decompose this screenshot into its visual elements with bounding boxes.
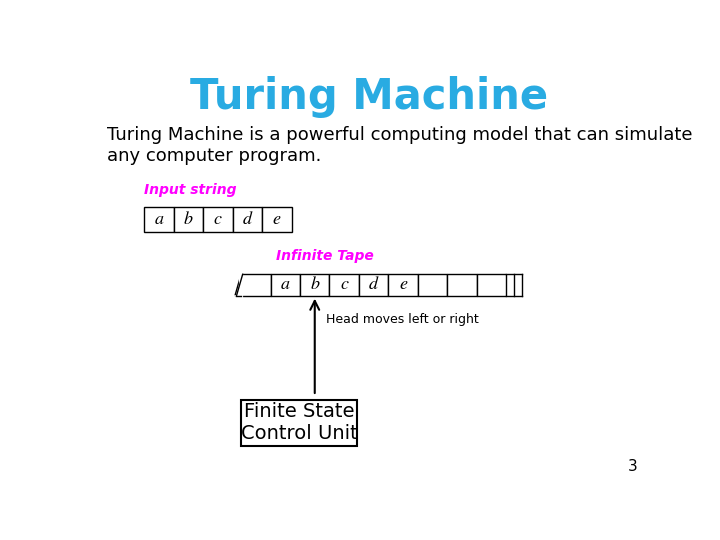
Text: Input string: Input string bbox=[144, 183, 237, 197]
Bar bbox=[271, 274, 300, 296]
Bar bbox=[359, 274, 388, 296]
Text: b: b bbox=[184, 211, 193, 228]
Text: e: e bbox=[399, 276, 407, 293]
Bar bbox=[418, 274, 447, 296]
Text: d: d bbox=[369, 276, 378, 293]
Bar bbox=[447, 274, 477, 296]
Text: Infinite Tape: Infinite Tape bbox=[276, 249, 374, 264]
Text: e: e bbox=[273, 211, 281, 228]
Bar bbox=[300, 274, 330, 296]
Text: Head moves left or right: Head moves left or right bbox=[326, 313, 479, 326]
Bar bbox=[203, 207, 233, 232]
Text: c: c bbox=[341, 276, 348, 293]
Text: c: c bbox=[214, 211, 222, 228]
Bar bbox=[241, 274, 271, 296]
Text: b: b bbox=[310, 276, 319, 293]
Bar bbox=[174, 207, 203, 232]
Text: 3: 3 bbox=[627, 460, 637, 475]
Text: Turing Machine is a powerful computing model that can simulate
any computer prog: Turing Machine is a powerful computing m… bbox=[107, 126, 693, 165]
Bar bbox=[241, 400, 357, 446]
Bar bbox=[477, 274, 506, 296]
Bar bbox=[144, 207, 174, 232]
Bar bbox=[330, 274, 359, 296]
Text: a: a bbox=[155, 211, 163, 228]
Text: Turing Machine: Turing Machine bbox=[190, 76, 548, 118]
Text: a: a bbox=[281, 276, 289, 293]
Bar bbox=[262, 207, 292, 232]
Text: Finite State
Control Unit: Finite State Control Unit bbox=[241, 402, 358, 443]
Bar bbox=[233, 207, 262, 232]
Text: d: d bbox=[243, 211, 252, 228]
Bar bbox=[388, 274, 418, 296]
